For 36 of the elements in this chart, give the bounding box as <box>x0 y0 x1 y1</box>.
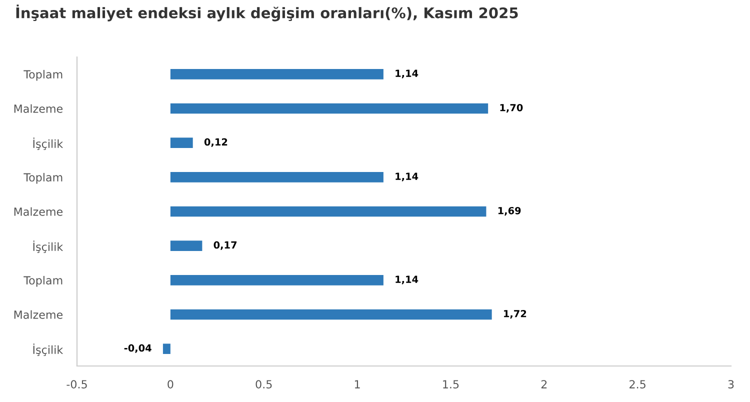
x-tick-label: 0 <box>168 380 174 388</box>
bar <box>170 206 486 217</box>
data-label: 1,72 <box>504 310 526 319</box>
data-label: -0,04 <box>124 344 152 353</box>
y-tick-label: Toplam <box>24 276 62 287</box>
data-label: 1,69 <box>498 206 521 216</box>
bar <box>170 69 384 80</box>
x-tick-label: 2.5 <box>630 380 646 388</box>
bar <box>162 344 170 354</box>
data-label: 1,14 <box>396 276 418 284</box>
chart-title: İnşaat maliyet endeksi aylık değişim oranları(%), Kasım 2025 <box>16 4 518 22</box>
y-tick-label: İşçilik <box>33 344 64 356</box>
y-tick-label: İşçilik <box>33 138 64 150</box>
data-label: 1,14 <box>396 172 418 182</box>
bar <box>170 240 202 251</box>
bar <box>170 103 488 114</box>
y-tick-label: Malzeme <box>14 310 63 319</box>
bar <box>170 172 384 182</box>
y-tick-label: İşçilik <box>33 240 64 253</box>
x-tick-label: 2 <box>541 380 547 388</box>
data-label: 0,12 <box>204 138 228 147</box>
y-tick-label: Malzeme <box>14 104 63 113</box>
x-tick-label: 1.5 <box>443 380 459 388</box>
data-label: 1,70 <box>500 104 523 113</box>
x-tick-label: 1 <box>354 380 360 388</box>
bar <box>170 275 384 286</box>
bar <box>170 138 193 148</box>
data-label: 0,17 <box>214 241 237 250</box>
data-label: 1,14 <box>396 70 418 78</box>
y-tick-label: Malzeme <box>14 207 63 216</box>
y-tick-label: Toplam <box>24 70 62 81</box>
x-tick-label: -0.5 <box>66 380 87 388</box>
bar <box>170 309 492 320</box>
y-tick-label: Toplam <box>24 172 62 184</box>
x-tick-label: 0.5 <box>256 380 272 388</box>
x-tick-label: 3 <box>728 380 734 388</box>
